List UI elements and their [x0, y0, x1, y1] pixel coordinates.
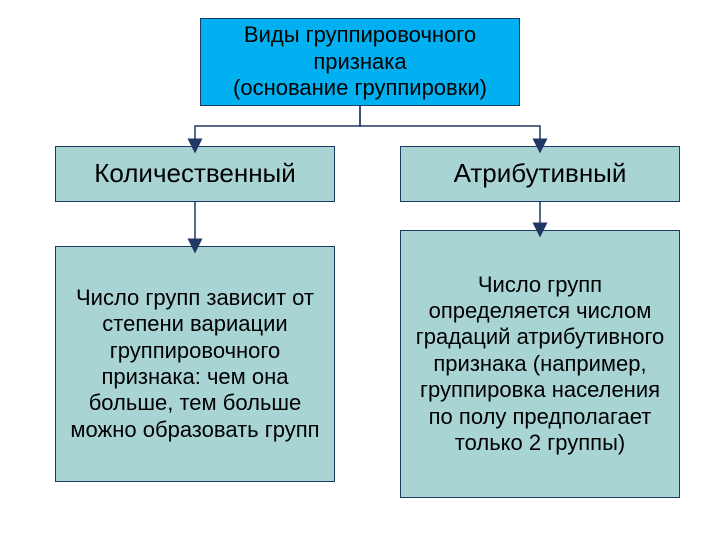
- left-head-box: Количественный: [55, 146, 335, 202]
- left-body-box: Число групп зависит от степени вариации …: [55, 246, 335, 482]
- right-body-box: Число групп определяется числом градаций…: [400, 230, 680, 498]
- right-head-box: Атрибутивный: [400, 146, 680, 202]
- root-box: Виды группировочного признака (основание…: [200, 18, 520, 106]
